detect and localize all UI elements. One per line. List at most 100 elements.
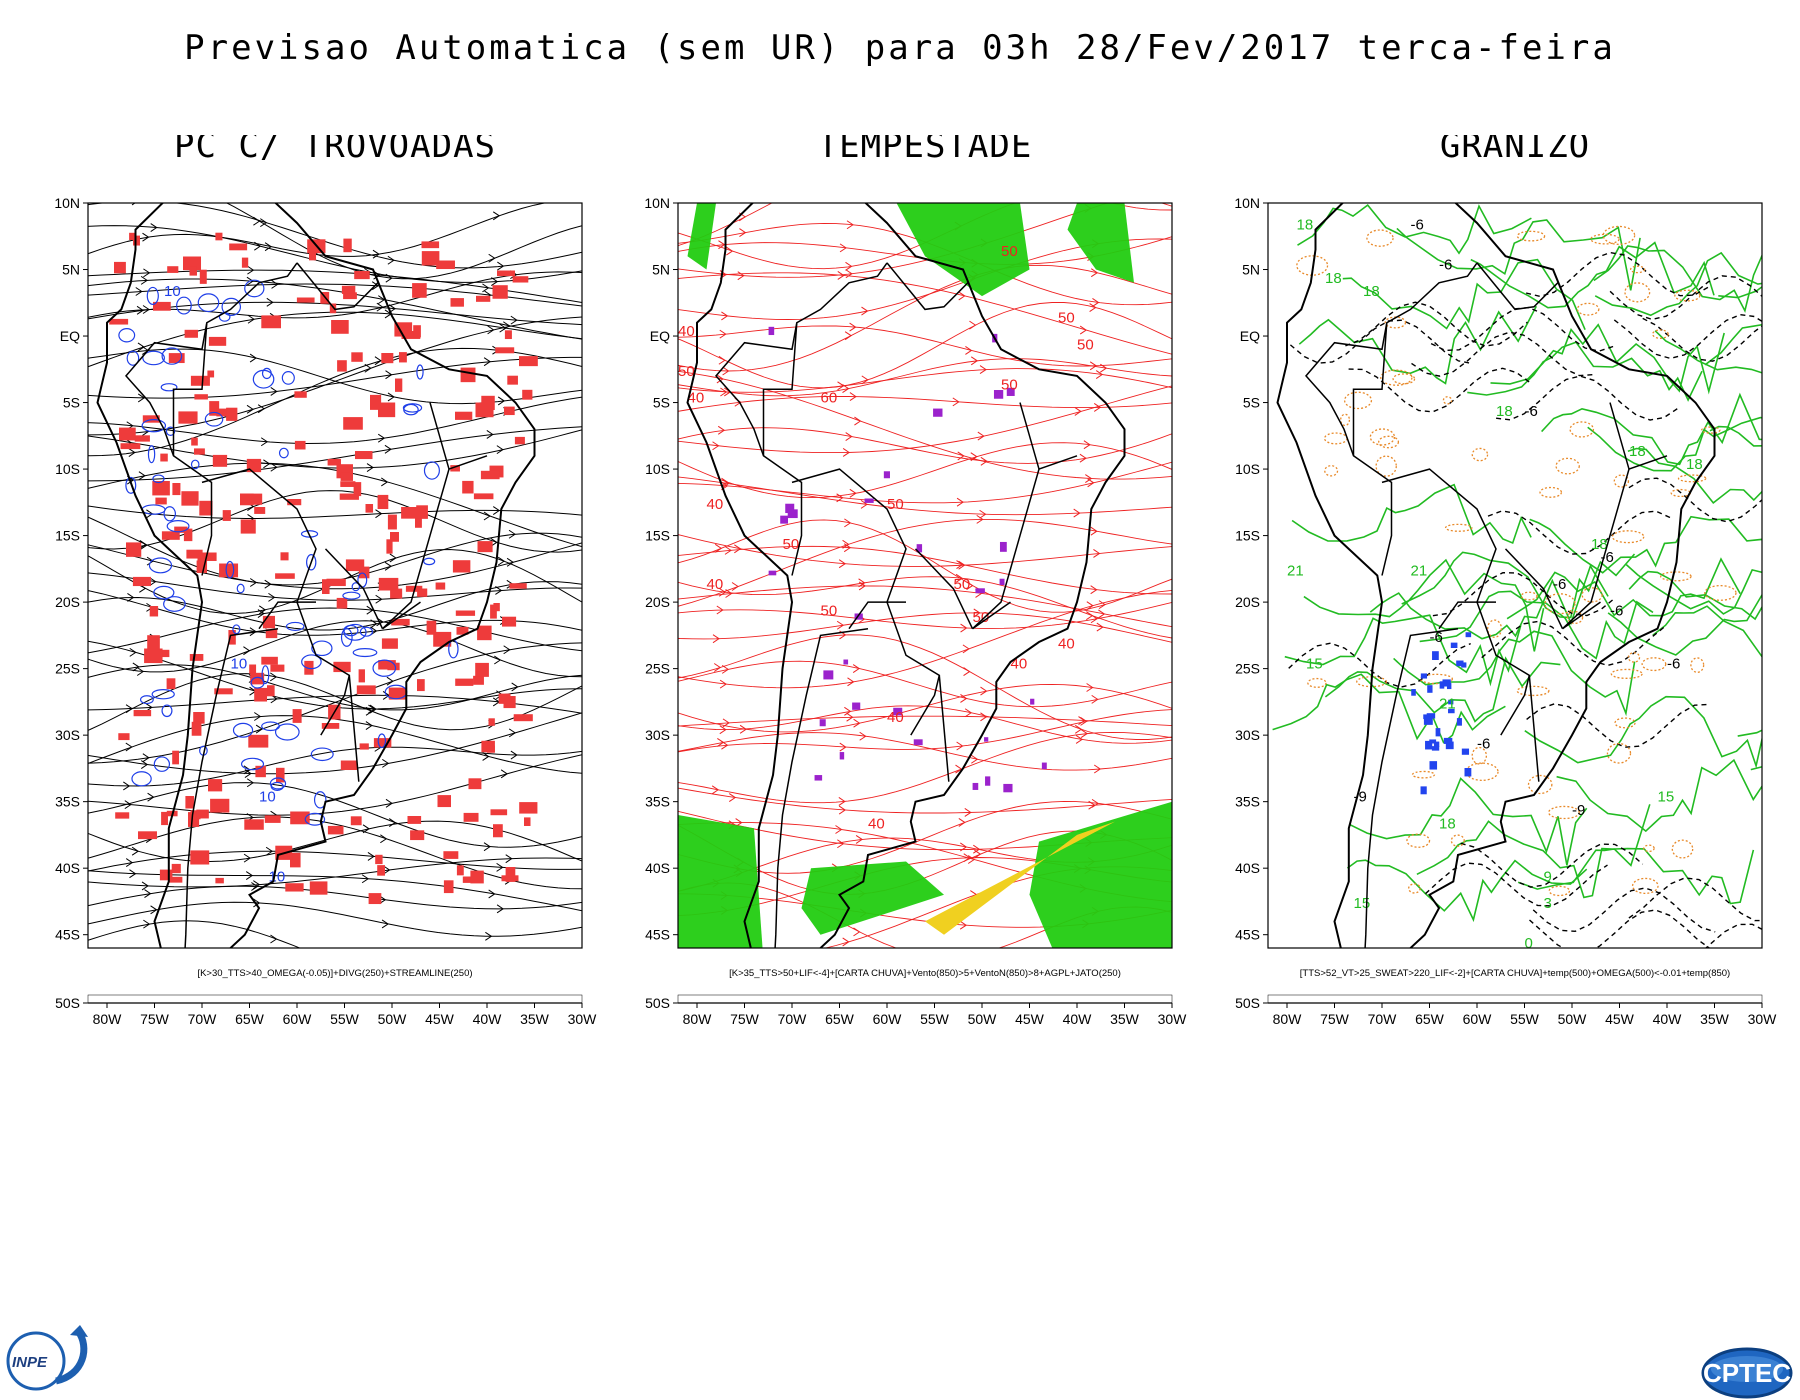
thunderstorm-cell <box>327 458 341 466</box>
rain-chart-contour <box>1677 474 1707 483</box>
rain-chart-contour <box>1471 447 1489 462</box>
stream-arrow <box>142 232 150 242</box>
panel-title: TEMPESTADE <box>818 135 1033 166</box>
hail-cell <box>1448 699 1454 705</box>
stream-arrow <box>265 846 274 856</box>
stream-arrow <box>849 392 857 402</box>
hail-cell <box>1456 660 1464 667</box>
stream-arrow <box>1090 585 1098 595</box>
stream-arrow <box>380 834 388 844</box>
page-title: Previsao Automatica (sem UR) para 03h 28… <box>184 28 1616 68</box>
rain-chart-contour <box>1450 834 1465 847</box>
contour-label: -6 <box>1439 257 1452 274</box>
coastline <box>96 203 536 948</box>
storm-cell <box>864 498 874 503</box>
streamline <box>88 429 582 469</box>
divergence-label: 10 <box>231 656 248 673</box>
stream-arrow <box>144 889 152 898</box>
lon-label: 55W <box>920 1011 950 1027</box>
divergence-contour <box>190 459 200 470</box>
lon-label: 40W <box>1653 1011 1683 1027</box>
stream-arrow <box>487 325 495 335</box>
panel-storm: TEMPESTADE505050504050604050504050405040… <box>644 135 1187 1027</box>
streamline <box>225 203 582 280</box>
thunderstorm-cell <box>214 688 233 695</box>
temperature-contour <box>1529 515 1762 574</box>
stream-arrow <box>258 605 267 615</box>
stream-arrow <box>845 261 853 271</box>
lon-label: 55W <box>1510 1011 1540 1027</box>
stream-arrow <box>137 342 145 352</box>
stream-arrow <box>835 825 843 834</box>
streamline <box>678 203 1172 247</box>
thunderstorm-cell <box>504 406 515 416</box>
streamline <box>678 461 1172 504</box>
stream-arrow <box>722 479 730 488</box>
thunderstorm-cell <box>183 528 193 542</box>
panel-title: PC C/ TROVOADAS <box>174 135 496 166</box>
hail-cell <box>1429 739 1437 744</box>
thunderstorm-cell <box>109 318 129 325</box>
thunderstorm-cell <box>194 448 205 455</box>
thunderstorm-cell <box>166 678 176 690</box>
divergence-contour <box>342 591 361 600</box>
rain-chart-contour <box>1380 369 1413 386</box>
thunderstorm-cell <box>246 458 262 473</box>
thunderstorm-cell <box>355 451 373 460</box>
divergence-contour <box>221 297 242 316</box>
thunderstorm-cell <box>340 472 353 481</box>
stream-arrow <box>963 667 971 676</box>
contour-label: 40 <box>1011 656 1028 673</box>
country-border <box>348 675 360 782</box>
thunderstorm-cell <box>358 669 365 683</box>
thunderstorm-cell <box>142 415 160 423</box>
temperature-contour <box>1625 564 1762 615</box>
thunderstorm-cell <box>477 541 493 553</box>
stream-arrow <box>387 255 395 265</box>
rain-chart-contour <box>1602 225 1636 245</box>
stream-arrow <box>724 545 732 555</box>
thunderstorm-cell <box>373 738 392 748</box>
streamline <box>88 426 582 482</box>
stream-arrow <box>125 742 133 752</box>
storm-cell <box>843 659 849 665</box>
thunderstorm-cell <box>212 454 228 467</box>
lon-label: 60W <box>1463 1011 1493 1027</box>
streamline <box>678 396 1172 412</box>
divergence-contour <box>146 286 159 305</box>
thunderstorm-cell <box>241 257 249 268</box>
stream-arrow <box>734 544 742 554</box>
stream-arrow <box>713 663 722 672</box>
coastline <box>1276 203 1716 948</box>
thunderstorm-cell <box>343 417 363 430</box>
panel-title: GRANIZO <box>1440 135 1590 166</box>
country-border <box>201 468 351 736</box>
hail-cell <box>1426 713 1436 719</box>
stream-arrow <box>728 793 737 802</box>
thunderstorm-cell <box>416 505 428 519</box>
temperature-contour <box>1291 483 1532 545</box>
thunderstorm-cell <box>339 493 359 500</box>
hail-cell <box>1461 748 1470 755</box>
map-frame <box>677 202 1173 949</box>
contour-label: 18 <box>1496 403 1513 420</box>
stream-arrow <box>837 271 845 280</box>
lat-label: 15S <box>55 528 80 544</box>
divergence-contour <box>372 659 397 677</box>
divergence-contour <box>232 624 241 635</box>
lat-label: 40S <box>55 860 80 876</box>
stream-arrow <box>849 488 857 498</box>
omega-contour <box>1345 301 1528 347</box>
thunderstorm-cell <box>285 883 304 892</box>
thunderstorm-cell <box>502 616 517 627</box>
thunderstorm-cell <box>228 630 236 645</box>
lon-label: 60W <box>873 1011 903 1027</box>
divergence-contour <box>232 722 254 738</box>
stream-arrow <box>140 275 149 285</box>
stream-arrow <box>971 754 979 764</box>
thunderstorm-cell <box>196 809 209 819</box>
temperature-contour <box>1607 593 1762 656</box>
stream-arrow <box>270 462 278 472</box>
stream-arrow <box>388 818 397 828</box>
lon-label: 40W <box>1063 1011 1093 1027</box>
